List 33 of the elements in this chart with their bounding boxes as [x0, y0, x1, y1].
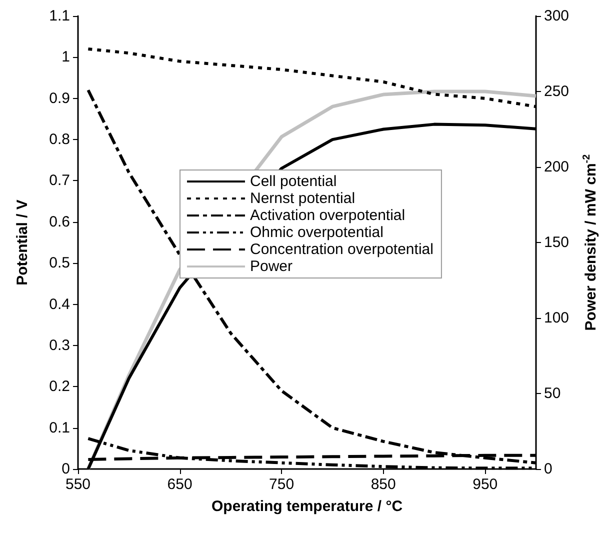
legend-label: Activation overpotential	[250, 207, 406, 224]
y-tick-label: 0.3	[49, 336, 70, 354]
legend-label: Power	[250, 258, 293, 275]
y-tick-label: 0.9	[49, 90, 70, 107]
y-axis-title: Potential / V	[14, 200, 31, 286]
x-tick-label: 850	[370, 476, 396, 493]
y-tick-label: 0.8	[49, 131, 70, 148]
y2-tick-label: 0	[544, 460, 552, 478]
legend-label: Cell potential	[250, 173, 337, 190]
y-tick-label: 0	[62, 460, 70, 478]
y2-tick-label: 50	[544, 385, 561, 402]
y2-tick-label: 200	[544, 158, 570, 176]
y2-axis-title: Power density / mW cm-2	[582, 154, 600, 331]
legend-label: Nernst potential	[250, 190, 356, 207]
legend-label: Concentration overpotential	[250, 241, 434, 258]
y2-tick-label: 250	[544, 83, 570, 100]
y-tick-label: 0.4	[49, 296, 70, 313]
x-axis-title: Operating temperature / °C	[211, 498, 403, 515]
y-tick-label: 0.2	[49, 378, 70, 396]
y-tick-label: 1	[62, 48, 70, 66]
legend-label: Ohmic overpotential	[250, 224, 384, 241]
y-tick-label: 0.1	[49, 419, 70, 436]
x-tick-label: 650	[167, 476, 192, 493]
y2-tick-label: 100	[544, 310, 570, 326]
y2-tick-label: 150	[544, 234, 570, 251]
y-tick-label: 0.6	[49, 213, 70, 230]
x-tick-label: 750	[269, 476, 294, 493]
y-tick-label: 1.1	[49, 8, 70, 24]
y-tick-label: 0.5	[49, 254, 70, 272]
y-tick-label: 0.7	[49, 172, 70, 190]
y2-tick-label: 300	[544, 8, 570, 24]
x-tick-label: 950	[472, 476, 498, 493]
x-tick-label: 550	[65, 476, 91, 493]
